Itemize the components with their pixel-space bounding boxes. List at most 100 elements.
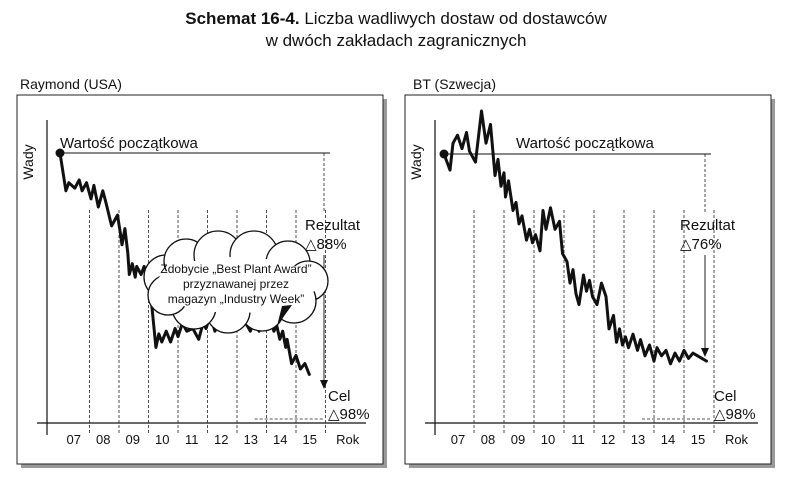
data-point: [465, 131, 468, 134]
data-point: [568, 281, 572, 285]
x-tick-label: 08: [96, 432, 110, 447]
data-point: [700, 357, 704, 360]
x-tick-label: 09: [126, 432, 140, 447]
figure-number: Schemat 16-4.: [185, 9, 300, 28]
data-point: [85, 181, 88, 184]
annotation-text-line: przyznawanej przez: [183, 277, 289, 291]
data-point: [499, 185, 503, 188]
data-point: [480, 109, 483, 113]
data-point: [561, 252, 564, 255]
data-point: [185, 330, 189, 333]
data-point: [664, 349, 668, 352]
x-tick-label: 08: [481, 432, 495, 447]
data-point: [517, 222, 521, 226]
y-axis-label: Wady: [20, 144, 36, 179]
data-point: [135, 265, 138, 268]
data-point: [142, 265, 146, 268]
data-point: [582, 273, 585, 277]
goal-label: Cel: [714, 388, 737, 405]
data-point: [636, 349, 639, 352]
data-point: [678, 359, 681, 363]
data-point: [451, 142, 455, 145]
data-point: [553, 228, 557, 231]
data-point: [514, 201, 518, 204]
data-point: [571, 268, 575, 271]
data-point: [544, 228, 548, 231]
data-point: [77, 178, 81, 182]
x-tick-label: 09: [511, 432, 525, 447]
data-point: [627, 346, 630, 349]
data-point: [299, 367, 302, 371]
data-point: [525, 238, 528, 242]
x-tick-label: 15: [691, 432, 705, 447]
data-point: [308, 373, 311, 376]
data-point: [538, 249, 542, 253]
chart-panel-left: Wady 07 08 09 10 11 12 13 14 15 Rok Wartość początk…: [16, 94, 387, 468]
data-point: [249, 330, 252, 333]
data-point: [624, 335, 627, 339]
x-tick-label: 15: [303, 432, 317, 447]
annotation-text-line: magazyn „Industry Week”: [168, 292, 305, 306]
data-point: [691, 351, 695, 355]
result-value: △88%: [305, 236, 347, 253]
title-line-1: Liczba wadliwych dostaw od dostawców: [304, 9, 607, 28]
panel-frame: [404, 94, 772, 465]
data-point: [585, 289, 588, 293]
data-point: [474, 160, 477, 164]
data-point: [621, 343, 624, 347]
panel-title-right: BT (Szwecja): [413, 76, 496, 92]
data-point: [591, 295, 594, 298]
data-point: [67, 181, 71, 184]
cloud-tail: [277, 305, 292, 326]
x-tick-label: 14: [661, 432, 675, 447]
data-point: [541, 209, 545, 212]
data-point: [673, 351, 677, 355]
panel-title-left: Raymond (USA): [20, 76, 122, 92]
data-point: [489, 123, 492, 126]
data-point: [173, 327, 177, 330]
data-point: [157, 332, 161, 336]
data-point: [669, 362, 672, 366]
data-point: [97, 205, 100, 209]
data-point: [687, 357, 690, 360]
data-point: [507, 179, 510, 183]
data-point: [154, 346, 158, 349]
x-tick-label: 14: [273, 432, 287, 447]
data-point: [126, 251, 130, 255]
result-label: Rezultat: [305, 217, 361, 234]
data-point: [89, 197, 93, 201]
data-point: [696, 354, 699, 357]
data-point: [468, 150, 471, 153]
data-point: [643, 354, 647, 357]
data-point: [549, 206, 552, 209]
data-point: [600, 281, 603, 285]
x-tick-label: 10: [541, 432, 555, 447]
data-point: [502, 171, 506, 175]
data-point: [120, 243, 124, 246]
data-point: [534, 233, 537, 236]
data-point: [493, 174, 497, 177]
x-tick-label: 11: [185, 432, 199, 447]
data-point: [639, 338, 642, 341]
result-label: Rezultat: [680, 217, 736, 234]
data-point: [595, 303, 599, 306]
data-point: [176, 335, 180, 338]
data-point: [80, 189, 84, 192]
data-point: [660, 354, 663, 357]
data-point: [504, 195, 507, 199]
data-point: [484, 142, 488, 145]
x-tick-label: 11: [571, 432, 585, 447]
data-point: [528, 228, 531, 231]
data-point: [134, 276, 137, 279]
start-label: Wartość początkowa: [516, 135, 654, 152]
data-point: [577, 303, 581, 306]
data-point: [604, 295, 608, 298]
data-point: [169, 340, 172, 344]
goal-value: △98%: [714, 406, 756, 423]
data-point: [290, 362, 293, 365]
data-point: [574, 292, 578, 296]
data-point: [460, 147, 464, 150]
data-point: [64, 189, 68, 192]
data-point: [92, 184, 96, 187]
